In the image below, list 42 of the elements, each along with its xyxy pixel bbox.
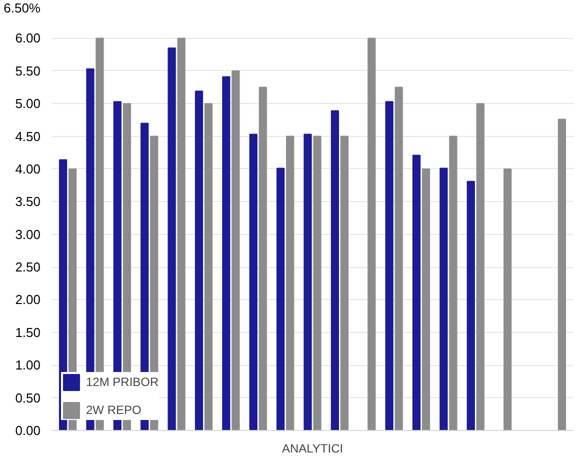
bar bbox=[249, 134, 258, 430]
y-tick-label: 4.00 bbox=[15, 161, 41, 176]
bar bbox=[204, 103, 213, 430]
x-axis-title: ANALYTICI bbox=[282, 442, 344, 456]
bar bbox=[368, 38, 376, 430]
y-tick-label: 0.00 bbox=[15, 423, 41, 438]
bar bbox=[304, 134, 312, 430]
bar bbox=[232, 70, 240, 430]
bar bbox=[276, 168, 285, 430]
bar bbox=[504, 168, 512, 430]
y-tick-label: 2.50 bbox=[15, 260, 41, 275]
bar bbox=[194, 90, 204, 430]
bar bbox=[466, 180, 475, 430]
y-tick-label: 0.50 bbox=[15, 390, 41, 406]
bar bbox=[258, 86, 267, 430]
bar bbox=[558, 118, 566, 430]
y-tick-label: 3.50 bbox=[15, 194, 41, 210]
y-tick-label: 1.50 bbox=[15, 324, 41, 340]
bar bbox=[313, 136, 322, 430]
y-tick-label: 6.50% bbox=[4, 0, 41, 16]
bar bbox=[286, 136, 294, 430]
y-tick-label: 5.00 bbox=[15, 96, 41, 112]
bar bbox=[168, 48, 176, 430]
y-tick-label: 6.00 bbox=[15, 30, 41, 46]
bar bbox=[412, 154, 421, 430]
bar bbox=[385, 101, 394, 430]
bar bbox=[422, 168, 430, 430]
y-tick-label: 4.50 bbox=[15, 128, 41, 144]
legend-label: 12M PRIBOR bbox=[86, 375, 159, 389]
bar bbox=[222, 76, 230, 430]
bar bbox=[330, 110, 339, 430]
y-tick-label: 5.50 bbox=[15, 63, 41, 78]
bar bbox=[177, 38, 186, 430]
bar bbox=[449, 136, 458, 430]
bar bbox=[476, 103, 484, 430]
bar bbox=[340, 136, 349, 430]
y-tick-label: 3.00 bbox=[15, 226, 41, 242]
bar bbox=[394, 86, 403, 430]
y-tick-label: 1.00 bbox=[15, 358, 41, 373]
y-tick-label: 2.00 bbox=[15, 292, 41, 308]
legend-label: 2W REPO bbox=[86, 403, 142, 417]
bar bbox=[440, 168, 448, 430]
